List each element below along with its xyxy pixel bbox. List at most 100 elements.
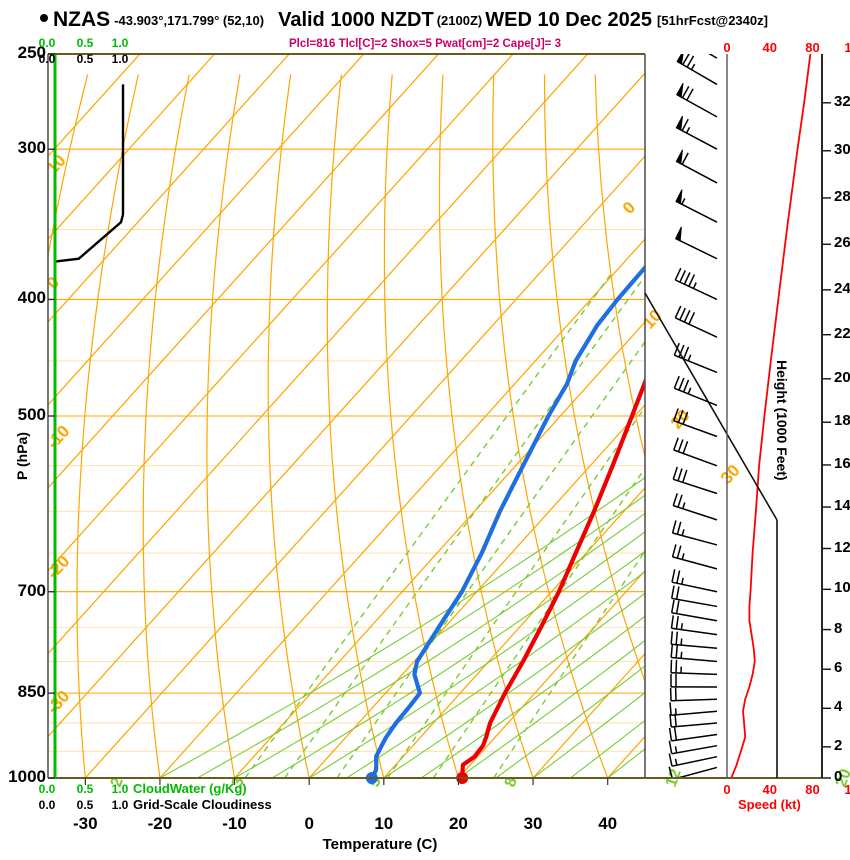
cloudiness-legend-label: Grid-Scale Cloudiness (133, 797, 272, 812)
height-tick-2: 2 (834, 736, 843, 754)
temperature-tick-30: 30 (523, 814, 543, 833)
wind-barb (674, 267, 718, 301)
speed-tick-bot-80: 80 (805, 782, 820, 797)
valid-time-utc: (2100Z) (436, 12, 483, 28)
wind-barb (670, 585, 718, 608)
wind-barb (668, 740, 718, 755)
speed-tick-bot-120: 120 (844, 782, 850, 797)
wind-barb (670, 673, 718, 688)
cloudiness-tick-top-0: 0.0 (38, 52, 56, 66)
wind-barb (670, 659, 718, 676)
wind-barb (670, 644, 718, 663)
height-tick-32: 32 (834, 92, 850, 110)
wind-barb (675, 149, 718, 184)
valid-date: WED 10 Dec 2025 (485, 8, 652, 31)
skewt-gridlines (48, 54, 645, 778)
dewpoint-trace (369, 264, 645, 778)
cloudiness-tick-top-2: 1.0 (111, 52, 129, 66)
header-title-row: NZAS -43.903°,171.799° (52,10) Valid 1000 … (40, 8, 768, 32)
wind-barb (673, 437, 718, 467)
wind-barb (676, 54, 718, 86)
height-tick-26: 26 (834, 234, 850, 252)
valid-time: Valid 1000 NZDT (278, 8, 434, 31)
height-tick-30: 30 (834, 140, 850, 158)
temperature-tick-20: 20 (448, 814, 468, 833)
temperature-tick--10: -10 (222, 814, 247, 833)
height-tick-10: 10 (834, 579, 850, 597)
temperature-trace (460, 376, 645, 778)
height-tick-12: 12 (834, 538, 850, 556)
wind-barb (669, 713, 718, 728)
temperature-tick-10: 10 (374, 814, 394, 833)
cloudwater-tick-bot-1: 0.5 (76, 782, 94, 796)
wind-barb (673, 375, 718, 407)
wind-barb (708, 54, 718, 59)
wind-barb (670, 615, 718, 636)
wind-speed-trace (730, 54, 812, 778)
pressure-tick-1000: 1000 (8, 767, 46, 786)
wind-barb (674, 226, 718, 260)
speed-tick-top-80: 80 (805, 40, 820, 55)
speed-tick-bot-0: 0 (723, 782, 731, 797)
pressure-tick-700: 700 (17, 580, 46, 600)
cloudwater-tick-top-2: 1.0 (111, 36, 129, 50)
wind-barb (668, 753, 718, 767)
speed-axis-label: Speed (kt) (738, 797, 801, 812)
cloudwater-tick-bot-2: 1.0 (111, 782, 129, 796)
wind-barb (676, 82, 718, 118)
temperature-tick-0: 0 (304, 814, 314, 833)
height-tick-24: 24 (834, 279, 850, 297)
cloudwater-tick-top-1: 0.5 (76, 36, 94, 50)
wind-barb (672, 493, 718, 521)
height-tick-14: 14 (834, 497, 850, 515)
sounding-parameters: Plcl=816 Tlcl[C]=2 Shox=5 Pwat[cm]=2 Cap… (289, 38, 561, 50)
wind-barb (671, 520, 718, 546)
isotherm-label-r10: 10 (639, 306, 666, 333)
height-tick-4: 4 (834, 698, 843, 716)
height-tick-16: 16 (834, 454, 850, 472)
height-axis-label: Height (1000 Feet) (774, 360, 790, 481)
temperature-axis-label: Temperature (C) (322, 836, 438, 853)
wind-barb (675, 189, 718, 223)
cloudiness-tick-bot-2: 1.0 (111, 798, 129, 812)
wind-barb (671, 569, 718, 593)
station-dot-icon (40, 14, 48, 22)
header: NZAS -43.903°,171.799° (52,10) Valid 1000 … (0, 8, 850, 50)
temperature-tick--20: -20 (147, 814, 173, 833)
pressure-tick-300: 300 (17, 138, 46, 158)
height-tick-18: 18 (834, 412, 850, 430)
cloudiness-profile-line (54, 84, 125, 263)
station-coordinates: -43.903°,171.799° (52,10) (114, 12, 265, 28)
wind-barb (673, 342, 718, 374)
height-tick-6: 6 (834, 659, 843, 677)
speed-tick-top-120: 120 (844, 40, 850, 55)
wind-barb (670, 599, 718, 622)
pressure-tick-500: 500 (17, 405, 46, 424)
wind-barb (675, 115, 718, 150)
wind-barb-column (668, 54, 718, 778)
cloudiness-tick-bot-1: 0.5 (76, 798, 94, 812)
height-tick-28: 28 (834, 187, 850, 205)
pressure-tick-250: 250 (17, 43, 46, 62)
height-tick-22: 22 (834, 324, 850, 342)
forecast-tag: [51hrFcst@2340z] (657, 12, 768, 28)
wind-barb (673, 408, 718, 438)
cloudiness-tick-top-1: 0.5 (76, 52, 94, 66)
pressure-tick-850: 850 (17, 682, 46, 702)
station-id: NZAS (53, 8, 111, 31)
speed-tick-top-0: 0 (723, 40, 731, 55)
axis-tick-marks (48, 53, 831, 785)
mixing-ratio-label-20: 20 (833, 767, 850, 790)
height-tick-0: 0 (834, 768, 843, 785)
wind-barb (670, 631, 718, 649)
speed-tick-bot-40: 40 (762, 782, 777, 797)
wind-barb (672, 466, 718, 495)
wind-barb (669, 702, 718, 716)
cloudiness-tick-bot-0: 0.0 (38, 798, 56, 812)
speed-tick-top-40: 40 (762, 40, 777, 55)
wind-barb (668, 727, 718, 742)
cloudwater-legend-label: CloudWater (g/Kg) (133, 781, 247, 796)
temperature-tick-40: 40 (598, 814, 618, 833)
isotherm-label-r0: 0 (619, 198, 639, 218)
